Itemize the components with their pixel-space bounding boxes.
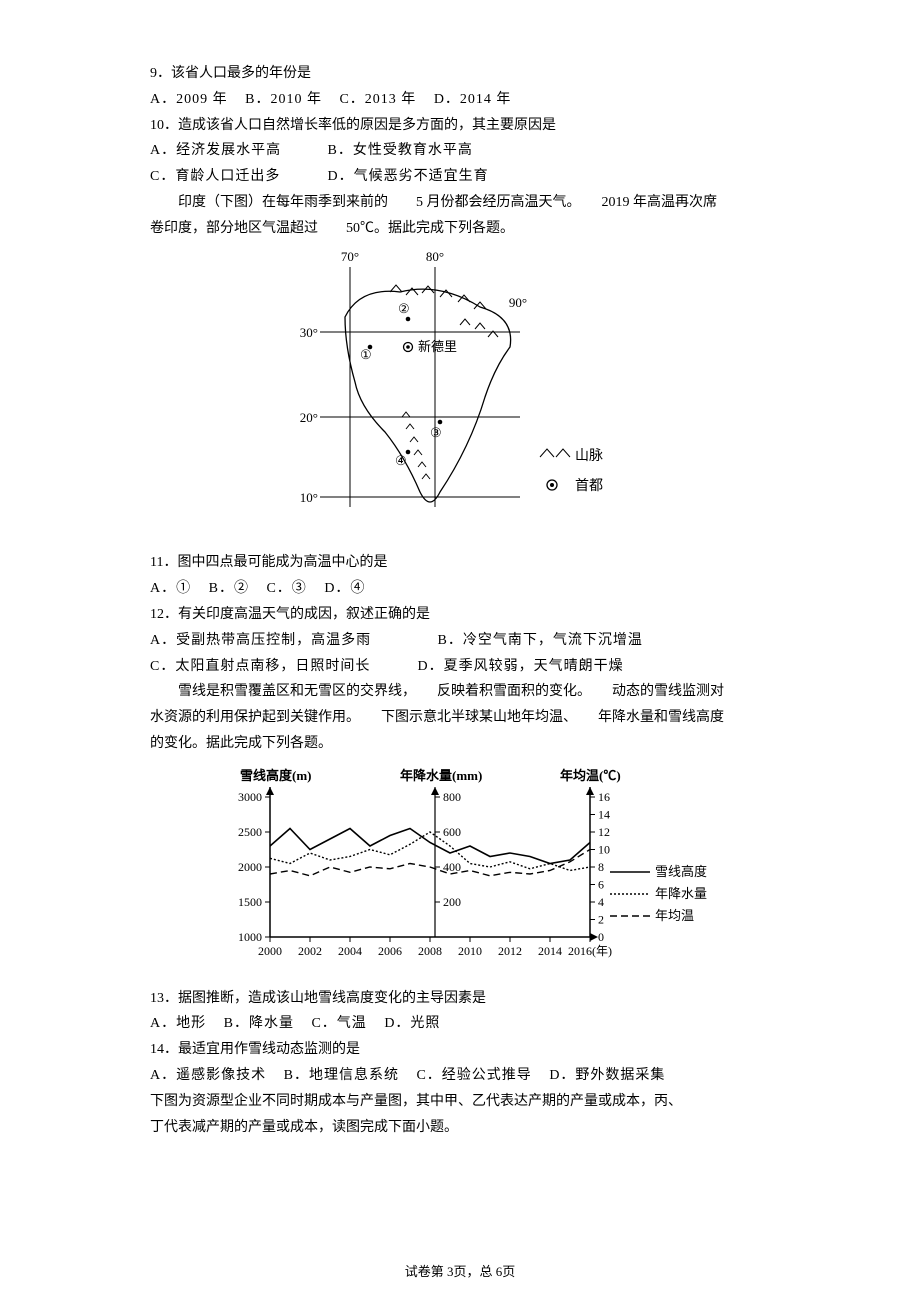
svg-text:年均温: 年均温 (655, 908, 694, 923)
q10-opt-b: B．女性受教育水平高 (328, 139, 473, 163)
q14-opt-d: D．野外数据采集 (549, 1064, 665, 1088)
q11-opt-b: B．② (209, 577, 249, 601)
svg-text:6: 6 (598, 877, 604, 891)
svg-text:雪线高度(m): 雪线高度(m) (240, 768, 312, 783)
svg-text:②: ② (398, 301, 410, 316)
resource-passage-l1: 下图为资源型企业不同时期成本与产量图，其中甲、乙代表达产期的产量或成本，丙、 (150, 1090, 770, 1114)
svg-text:首都: 首都 (575, 478, 603, 494)
snow-passage-l2: 水资源的利用保护起到关键作用。 下图示意北半球某山地年均温、 年降水量和雪线高度 (150, 706, 770, 730)
q14-opt-a: A．遥感影像技术 (150, 1064, 266, 1088)
svg-text:①: ① (360, 347, 372, 362)
svg-text:山脉: 山脉 (575, 448, 603, 464)
svg-text:3000: 3000 (238, 790, 262, 804)
page-footer: 试卷第 3页，总 6页 (0, 1261, 920, 1283)
svg-text:800: 800 (443, 790, 461, 804)
svg-text:年均温(℃): 年均温(℃) (560, 768, 621, 783)
svg-text:70°: 70° (341, 249, 359, 264)
q13-opt-a: A．地形 (150, 1012, 206, 1036)
svg-text:④: ④ (395, 453, 407, 468)
svg-text:2010: 2010 (458, 944, 482, 958)
svg-text:2000: 2000 (238, 860, 262, 874)
snow-passage-l3: 的变化。据此完成下列各题。 (150, 732, 770, 756)
india-passage-l2: 卷印度，部分地区气温超过 50℃。据此完成下列各题。 (150, 217, 770, 241)
q11-opt-a: A．① (150, 577, 191, 601)
svg-text:2012: 2012 (498, 944, 522, 958)
svg-text:30°: 30° (300, 325, 318, 340)
q9-opt-d: D．2014 年 (434, 88, 512, 112)
snow-passage-l1: 雪线是积雪覆盖区和无雪区的交界线， 反映着积雪面积的变化。 动态的雪线监测对 (150, 680, 770, 704)
resource-passage-l2: 丁代表减产期的产量或成本，读图完成下面小题。 (150, 1116, 770, 1140)
q14-opt-c: C．经验公式推导 (416, 1064, 531, 1088)
q11-opt-d: D．④ (324, 577, 365, 601)
svg-text:2500: 2500 (238, 825, 262, 839)
q9-options: A．2009 年 B．2010 年 C．2013 年 D．2014 年 (150, 88, 770, 112)
svg-text:2000: 2000 (258, 944, 282, 958)
svg-text:新德里: 新德里 (418, 339, 457, 354)
q13-opt-d: D．光照 (384, 1012, 440, 1036)
q9-opt-b: B．2010 年 (245, 88, 322, 112)
q10-row2: C．育龄人口迁出多 D．气候恶劣不适宜生育 (150, 165, 770, 189)
q11-opt-c: C．③ (266, 577, 306, 601)
q11-options: A．① B．② C．③ D．④ (150, 577, 770, 601)
svg-text:8: 8 (598, 860, 604, 874)
q12-opt-d: D．夏季风较弱，天气晴朗干燥 (418, 655, 624, 679)
q13-opt-c: C．气温 (311, 1012, 366, 1036)
q14-stem: 14．最适宜用作雪线动态监测的是 (150, 1038, 770, 1062)
svg-text:2014: 2014 (538, 944, 562, 958)
svg-text:16: 16 (598, 790, 610, 804)
q11-stem: 11．图中四点最可能成为高温中心的是 (150, 551, 770, 575)
q12-opt-a: A．受副热带高压控制，高温多雨 (150, 629, 420, 653)
snowline-chart-figure: 雪线高度(m) 年降水量(mm) 年均温(℃) 3000250020001500… (150, 762, 770, 981)
q14-options: A．遥感影像技术 B．地理信息系统 C．经验公式推导 D．野外数据采集 (150, 1064, 770, 1088)
q10-row1: A．经济发展水平高 B．女性受教育水平高 (150, 139, 770, 163)
q10-opt-c: C．育龄人口迁出多 (150, 165, 310, 189)
svg-text:2016(年): 2016(年) (568, 944, 612, 958)
q13-stem: 13．据图推断，造成该山地雪线高度变化的主导因素是 (150, 987, 770, 1011)
svg-text:2: 2 (598, 912, 604, 926)
svg-text:0: 0 (598, 930, 604, 944)
snowline-chart-svg: 雪线高度(m) 年降水量(mm) 年均温(℃) 3000250020001500… (190, 762, 730, 972)
q10-stem: 10．造成该省人口自然增长率低的原因是多方面的，其主要原因是 (150, 114, 770, 138)
q10-opt-d: D．气候恶劣不适宜生育 (328, 165, 489, 189)
q12-opt-c: C．太阳直射点南移，日照时间长 (150, 655, 400, 679)
svg-text:2008: 2008 (418, 944, 442, 958)
india-map-svg: 70° 80° 90° 30° 20° 10° 新德里 (290, 247, 630, 537)
svg-text:2006: 2006 (378, 944, 402, 958)
q12-row2: C．太阳直射点南移，日照时间长 D．夏季风较弱，天气晴朗干燥 (150, 655, 770, 679)
q14-opt-b: B．地理信息系统 (284, 1064, 399, 1088)
svg-text:1500: 1500 (238, 895, 262, 909)
india-map-figure: 70° 80° 90° 30° 20° 10° 新德里 (150, 247, 770, 546)
q13-opt-b: B．降水量 (224, 1012, 294, 1036)
q9-stem: 9．该省人口最多的年份是 (150, 62, 770, 86)
svg-text:200: 200 (443, 895, 461, 909)
q12-opt-b: B．冷空气南下，气流下沉增温 (438, 629, 643, 653)
svg-text:10°: 10° (300, 490, 318, 505)
q12-stem: 12．有关印度高温天气的成因，叙述正确的是 (150, 603, 770, 627)
svg-text:12: 12 (598, 825, 610, 839)
svg-text:600: 600 (443, 825, 461, 839)
q9-opt-a: A．2009 年 (150, 88, 228, 112)
svg-text:2004: 2004 (338, 944, 362, 958)
svg-text:2002: 2002 (298, 944, 322, 958)
svg-text:10: 10 (598, 842, 610, 856)
svg-text:80°: 80° (426, 249, 444, 264)
svg-text:4: 4 (598, 895, 604, 909)
svg-text:年降水量: 年降水量 (655, 886, 707, 901)
svg-text:14: 14 (598, 807, 610, 821)
svg-text:③: ③ (430, 425, 442, 440)
svg-text:90°: 90° (509, 295, 527, 310)
q9-opt-c: C．2013 年 (339, 88, 416, 112)
svg-text:1000: 1000 (238, 930, 262, 944)
q13-options: A．地形 B．降水量 C．气温 D．光照 (150, 1012, 770, 1036)
india-passage-l1: 印度（下图）在每年雨季到来前的 5 月份都会经历高温天气。 2019 年高温再次… (150, 191, 770, 215)
q12-row1: A．受副热带高压控制，高温多雨 B．冷空气南下，气流下沉增温 (150, 629, 770, 653)
svg-text:雪线高度: 雪线高度 (655, 864, 707, 879)
svg-text:年降水量(mm): 年降水量(mm) (400, 768, 482, 783)
q10-opt-a: A．经济发展水平高 (150, 139, 310, 163)
svg-text:20°: 20° (300, 410, 318, 425)
